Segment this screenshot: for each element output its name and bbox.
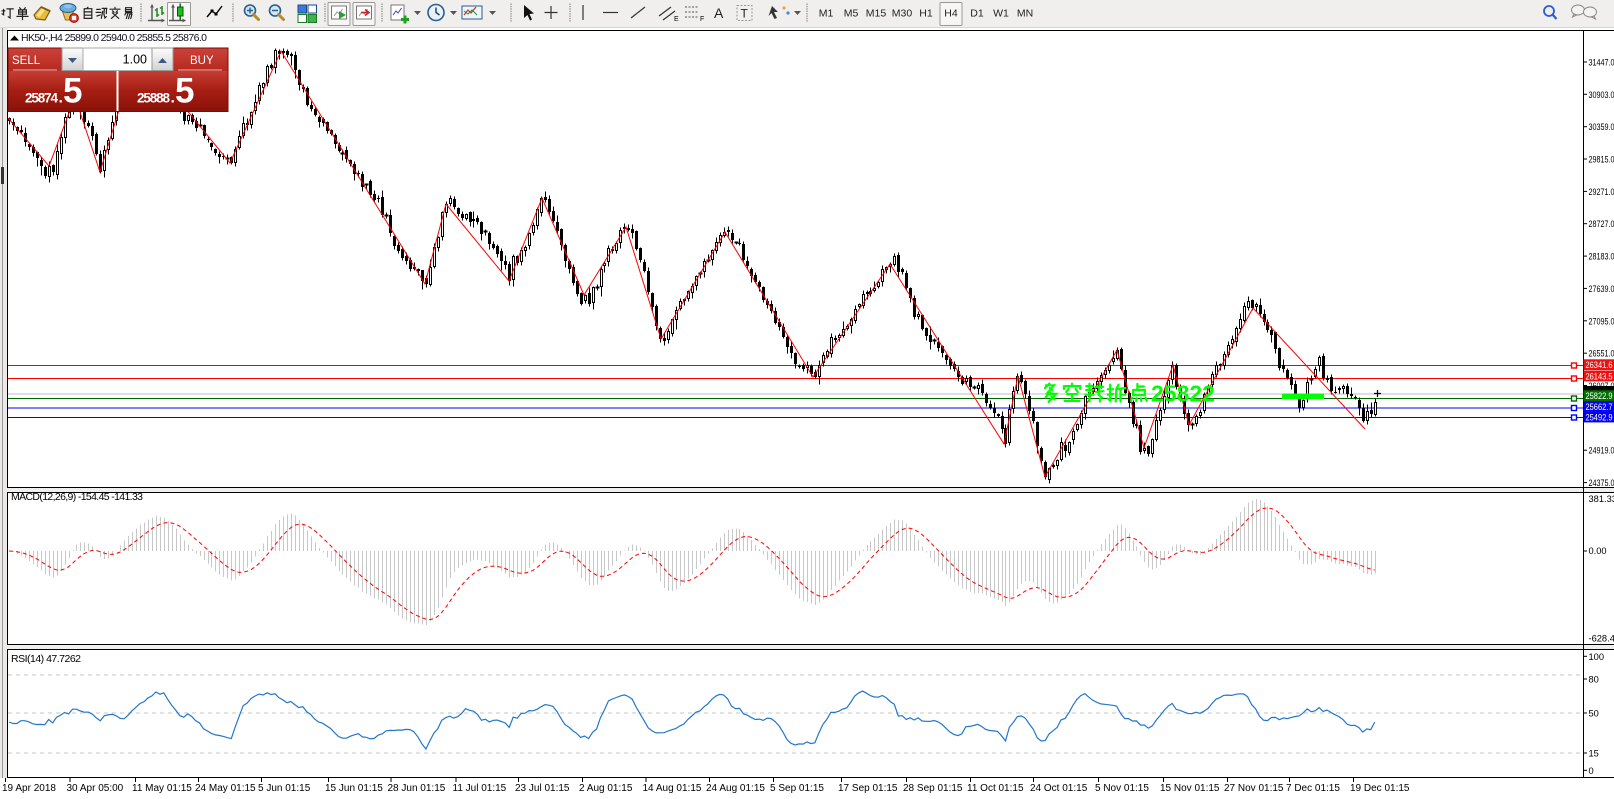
svg-text:28 Jun 01:15: 28 Jun 01:15 (388, 783, 446, 794)
svg-text:26143.5: 26143.5 (1586, 371, 1613, 381)
svg-text:-628.4: -628.4 (1589, 634, 1614, 644)
svg-text:381.33: 381.33 (1589, 494, 1614, 504)
svg-text:11 May 01:15: 11 May 01:15 (132, 783, 192, 794)
svg-text:24 May 01:15: 24 May 01:15 (195, 783, 256, 794)
svg-text:.: . (59, 90, 63, 107)
svg-text:5: 5 (63, 72, 82, 111)
svg-text:29815.0: 29815.0 (1589, 155, 1614, 165)
svg-text:15 Nov 01:15: 15 Nov 01:15 (1160, 783, 1220, 794)
svg-text:T: T (741, 7, 749, 21)
svg-text:SELL: SELL (12, 55, 41, 67)
svg-text:5 Nov 01:15: 5 Nov 01:15 (1095, 783, 1149, 794)
svg-text:7 Dec 01:15: 7 Dec 01:15 (1286, 783, 1340, 794)
svg-text:MACD(12,26,9) -154.45 -141.33: MACD(12,26,9) -154.45 -141.33 (11, 491, 143, 503)
svg-text:M30: M30 (892, 8, 913, 20)
svg-text:H1: H1 (919, 8, 933, 20)
svg-text:HK50-,H4 25899.0 25940.0 2585: HK50-,H4 25899.0 25940.0 25855.5 25876.0 (21, 32, 207, 44)
svg-text:BUY: BUY (190, 55, 214, 67)
svg-text:15: 15 (1589, 749, 1599, 759)
svg-text:27095.0: 27095.0 (1589, 316, 1614, 326)
svg-text:W1: W1 (993, 8, 1009, 20)
svg-text:27 Nov 01:15: 27 Nov 01:15 (1224, 783, 1284, 794)
svg-text:25662.7: 25662.7 (1586, 402, 1613, 412)
svg-text:30 Apr 05:00: 30 Apr 05:00 (67, 783, 124, 794)
svg-text:A: A (714, 5, 724, 21)
svg-text:1.00: 1.00 (123, 53, 147, 67)
svg-text:5 Sep 01:15: 5 Sep 01:15 (770, 783, 824, 794)
svg-text:11 Jul 01:15: 11 Jul 01:15 (453, 783, 507, 794)
svg-text:24 Oct 01:15: 24 Oct 01:15 (1030, 783, 1088, 794)
svg-text:26341.6: 26341.6 (1586, 360, 1613, 370)
svg-text:28727.0: 28727.0 (1589, 219, 1614, 229)
svg-text:5: 5 (175, 72, 194, 111)
svg-text:2 Aug 01:15: 2 Aug 01:15 (579, 783, 633, 794)
svg-text:25888: 25888 (137, 91, 170, 106)
svg-text:27639.0: 27639.0 (1589, 284, 1614, 294)
svg-text:14 Aug 01:15: 14 Aug 01:15 (643, 783, 702, 794)
svg-text:0.00: 0.00 (1589, 546, 1607, 556)
svg-text:24375.0: 24375.0 (1589, 478, 1614, 488)
svg-text:H4: H4 (944, 8, 958, 20)
svg-text:100: 100 (1589, 652, 1605, 662)
svg-text:0: 0 (1589, 766, 1594, 776)
svg-text:31447.0: 31447.0 (1589, 58, 1614, 68)
svg-text:25822.9: 25822.9 (1586, 391, 1613, 401)
svg-text:30903.0: 30903.0 (1589, 90, 1614, 100)
svg-text:19 Apr 2018: 19 Apr 2018 (2, 783, 56, 794)
svg-text:50: 50 (1589, 709, 1599, 719)
svg-text:RSI(14) 47.7262: RSI(14) 47.7262 (11, 653, 81, 665)
svg-text:M15: M15 (866, 8, 887, 20)
svg-text:17 Sep 01:15: 17 Sep 01:15 (838, 783, 898, 794)
svg-text:23 Jul 01:15: 23 Jul 01:15 (515, 783, 570, 794)
svg-text:24919.0: 24919.0 (1589, 446, 1614, 456)
svg-text:15 Jun 01:15: 15 Jun 01:15 (325, 783, 383, 794)
svg-text:.: . (171, 90, 175, 107)
svg-text:25874: 25874 (25, 91, 58, 106)
svg-text:M5: M5 (844, 8, 859, 20)
svg-text:30359.0: 30359.0 (1589, 122, 1614, 132)
svg-text:5 Jun 01:15: 5 Jun 01:15 (258, 783, 311, 794)
svg-text:25822: 25822 (1151, 381, 1215, 407)
svg-text:80: 80 (1589, 675, 1599, 685)
svg-text:29271.0: 29271.0 (1589, 187, 1614, 197)
svg-text:D1: D1 (970, 8, 984, 20)
svg-text:26551.0: 26551.0 (1589, 349, 1614, 359)
svg-text:28183.0: 28183.0 (1589, 252, 1614, 262)
svg-text:E: E (674, 16, 679, 23)
svg-text:F: F (700, 16, 704, 23)
svg-text:11 Oct 01:15: 11 Oct 01:15 (967, 783, 1024, 794)
svg-text:19 Dec 01:15: 19 Dec 01:15 (1350, 783, 1410, 794)
svg-text:M1: M1 (819, 8, 834, 20)
svg-text:MN: MN (1017, 8, 1033, 20)
svg-text:28 Sep 01:15: 28 Sep 01:15 (903, 783, 963, 794)
svg-text:24 Aug 01:15: 24 Aug 01:15 (706, 783, 765, 794)
svg-text:25492.9: 25492.9 (1586, 412, 1613, 422)
